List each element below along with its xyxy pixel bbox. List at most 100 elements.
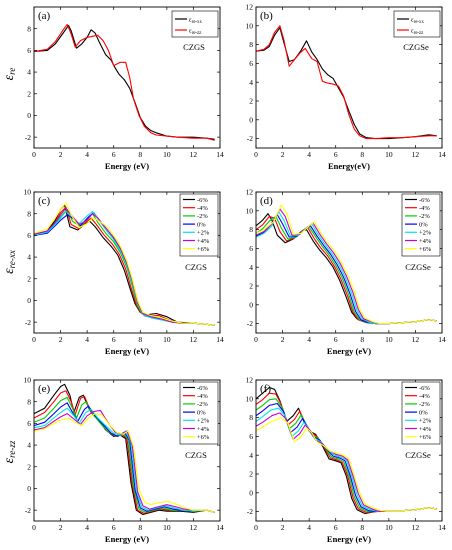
x-tick-label: 4 — [307, 335, 311, 344]
x-tick-label: 8 — [138, 150, 142, 159]
y-axis-title-row1-main: ε — [2, 74, 17, 80]
series-line-0pct — [34, 402, 215, 513]
material-label: CZGSe — [405, 450, 431, 460]
legend-entry: +6% — [197, 246, 210, 253]
series-line-plus4pct — [34, 207, 215, 326]
x-tick-label: 0 — [254, 150, 258, 159]
series-line-minus4pct — [34, 390, 215, 514]
panel-f-frame — [255, 379, 443, 522]
legend-entry: +4% — [197, 238, 210, 245]
x-axis-label: Energy (eV) — [105, 161, 149, 171]
x-axis-label: Energy(eV) — [328, 161, 370, 171]
x-axis-label: Energy (eV) — [327, 534, 371, 544]
x-tick-label: 12 — [412, 335, 420, 344]
legend-entry: +6% — [197, 434, 210, 441]
y-tick-label: 6 — [27, 231, 31, 240]
x-tick-label: 4 — [85, 523, 89, 532]
legend-entry: -4% — [419, 393, 430, 400]
y-tick-label: 10 — [24, 188, 32, 197]
legend-entry: εre-zz — [189, 27, 201, 36]
legend-entry: -2% — [197, 213, 208, 220]
panel-e-frame — [33, 379, 221, 522]
legend-entry: εre-zz — [411, 27, 423, 36]
y-tick-label: 2 — [249, 97, 253, 106]
y-axis-title-row1: εre — [2, 68, 17, 81]
x-tick-label: 8 — [360, 150, 364, 159]
legend-box — [401, 193, 441, 257]
y-tick-label: 8 — [249, 40, 253, 49]
x-tick-label: 14 — [438, 523, 446, 532]
series-line-plus2pct — [34, 407, 215, 513]
legend-entry: +6% — [419, 434, 432, 441]
x-tick-label: 0 — [32, 335, 36, 344]
y-axis-title-row2-main: ε — [2, 268, 17, 274]
y-tick-label: 0 — [249, 300, 253, 309]
x-tick-label: 10 — [163, 335, 171, 344]
y-tick-label: 10 — [246, 394, 254, 403]
y-tick-label: 4 — [249, 451, 253, 460]
legend-entry: 0% — [419, 409, 428, 416]
legend-entry: -2% — [197, 401, 208, 408]
y-tick-label: -2 — [25, 318, 31, 327]
material-label: CZGS — [185, 262, 207, 272]
y-tick-label: 8 — [249, 225, 253, 234]
legend: -6%-4%-2%0% +2%+4%+6% — [401, 193, 441, 257]
y-tick-label: 0 — [27, 296, 31, 305]
panel-c-frame — [33, 191, 221, 334]
panel-c-series — [34, 202, 215, 326]
x-tick-label: 12 — [190, 523, 198, 532]
y-tick-label: 12 — [246, 376, 254, 385]
y-tick-label: 8 — [27, 209, 31, 218]
series-line-plus6pct — [34, 202, 215, 326]
panel-label: (f) — [260, 383, 271, 395]
legend-entry: 0% — [197, 409, 206, 416]
legend-entry: -6% — [419, 197, 430, 204]
svg-text:εre-zz: εre-zz — [2, 440, 17, 463]
y-axis-title-row1-sub: re — [7, 68, 17, 75]
y-tick-label: 10 — [24, 376, 32, 385]
y-tick-label: -2 — [247, 507, 253, 516]
panel-label: (a) — [38, 10, 51, 22]
x-tick-label: 8 — [138, 523, 142, 532]
x-tick-label: 0 — [254, 335, 258, 344]
x-tick-label: 14 — [438, 150, 446, 159]
x-tick-label: 14 — [216, 523, 224, 532]
x-tick-label: 4 — [307, 150, 311, 159]
series-line--reminuszz — [256, 25, 437, 140]
y-tick-label: 8 — [249, 413, 253, 422]
legend-box — [401, 381, 441, 445]
legend-entry: +4% — [197, 426, 210, 433]
x-tick-label: 8 — [360, 335, 364, 344]
legend: -6%-4%-2%0% +2%+4%+6% — [401, 381, 441, 445]
legend: -6%-4%-2%0% +2%+4%+6% — [179, 193, 219, 257]
series-line--reminusxx — [256, 27, 437, 140]
x-tick-label: 2 — [281, 523, 285, 532]
y-tick-label: 4 — [27, 68, 31, 77]
legend-entry: +2% — [419, 418, 432, 425]
x-tick-label: 4 — [307, 523, 311, 532]
y-tick-label: 0 — [27, 484, 31, 493]
x-tick-label: 2 — [281, 150, 285, 159]
x-axis-label: Energy (eV) — [105, 346, 149, 356]
panel-f-series — [256, 386, 437, 515]
x-tick-label: 2 — [59, 150, 63, 159]
legend-entry: +2% — [197, 230, 210, 237]
y-axis-title-row3-sub: re-zz — [7, 440, 17, 458]
x-tick-label: 12 — [190, 150, 198, 159]
y-tick-label: 2 — [27, 274, 31, 283]
y-axis-title-row3-main: ε — [2, 457, 17, 463]
x-tick-label: 2 — [59, 335, 63, 344]
legend-box — [179, 381, 219, 445]
y-tick-label: 4 — [249, 78, 253, 87]
y-tick-label: -2 — [25, 133, 31, 142]
x-tick-label: 6 — [334, 335, 338, 344]
x-tick-label: 6 — [112, 523, 116, 532]
legend-box — [393, 10, 441, 38]
x-tick-label: 0 — [32, 523, 36, 532]
legend-entry: 0% — [197, 221, 206, 228]
panel-label: (c) — [38, 195, 51, 207]
panel-label: (b) — [260, 10, 273, 22]
material-label: CZGSe — [403, 42, 429, 52]
